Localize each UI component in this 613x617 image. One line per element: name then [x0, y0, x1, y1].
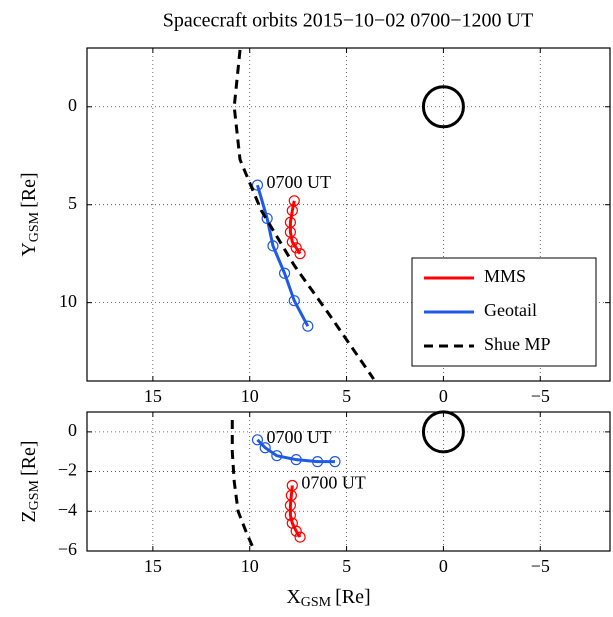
legend-label: MMS: [484, 266, 526, 286]
data-point: [267, 240, 279, 252]
y-tick-label: −4: [58, 499, 77, 519]
earth: [421, 85, 465, 129]
x-tick-label: 10: [241, 386, 259, 406]
x-unit: [Re]: [335, 586, 371, 608]
x-main: X: [286, 586, 301, 608]
chart-title: Spacecraft orbits 2015−10−02 0700−1200 U…: [163, 10, 533, 32]
data-point: [294, 531, 306, 543]
data-point: [286, 236, 298, 248]
legend-label: Shue MP: [484, 334, 551, 354]
data-point: [286, 204, 298, 217]
y-main: Y: [18, 242, 40, 256]
data-point: [284, 509, 296, 521]
series-line: [232, 49, 375, 380]
x-sub: GSM: [301, 595, 332, 610]
y-label: YGSM [Re]: [18, 172, 43, 256]
series-line: [230, 419, 255, 550]
y-label: ZGSM [Re]: [18, 440, 43, 522]
y-tick-label: 10: [59, 291, 77, 311]
x-tick-label: 5: [342, 556, 351, 576]
y-main: Z: [18, 510, 40, 522]
x-tick-label: 15: [144, 386, 162, 406]
x-label: XGSM [Re]: [286, 586, 370, 611]
y-unit: [Re]: [18, 440, 40, 476]
data-point: [329, 456, 341, 468]
data-point: [290, 525, 302, 537]
data-point: [251, 179, 264, 191]
annotation: 0700 UT: [266, 427, 331, 447]
data-point: [294, 248, 306, 260]
data-point: [311, 456, 324, 468]
axes-box: [86, 47, 611, 382]
plot-area: [87, 412, 610, 551]
y-sub: GSM: [27, 479, 42, 510]
annotation: 0700 UT: [301, 473, 366, 493]
y-tick-label: 0: [68, 95, 77, 115]
data-point: [288, 295, 300, 307]
series-line: [288, 485, 302, 538]
x-tick-label: 10: [241, 556, 259, 576]
x-tick-label: 0: [439, 556, 448, 576]
legend-label: Geotail: [484, 300, 537, 320]
series-line: [288, 200, 302, 255]
x-tick-label: 5: [342, 386, 351, 406]
data-point: [290, 242, 302, 254]
y-tick-label: 5: [68, 193, 77, 213]
y-tick-label: −2: [58, 460, 77, 480]
data-point: [290, 454, 302, 466]
data-point: [271, 450, 283, 462]
y-sub: GSM: [27, 211, 42, 242]
data-point: [278, 267, 291, 279]
series-line: [256, 438, 335, 464]
y-tick-label: 0: [68, 420, 77, 440]
y-unit: [Re]: [18, 172, 40, 208]
data-point: [302, 320, 314, 332]
data-point: [251, 434, 264, 446]
x-tick-label: −5: [531, 556, 550, 576]
data-point: [261, 212, 273, 225]
x-tick-label: −5: [531, 386, 550, 406]
x-tick-label: 0: [439, 386, 448, 406]
axes-box: [86, 411, 611, 552]
annotation: 0700 UT: [266, 172, 331, 192]
y-tick-label: −6: [58, 539, 77, 559]
x-tick-label: 15: [144, 556, 162, 576]
data-point: [259, 442, 271, 454]
